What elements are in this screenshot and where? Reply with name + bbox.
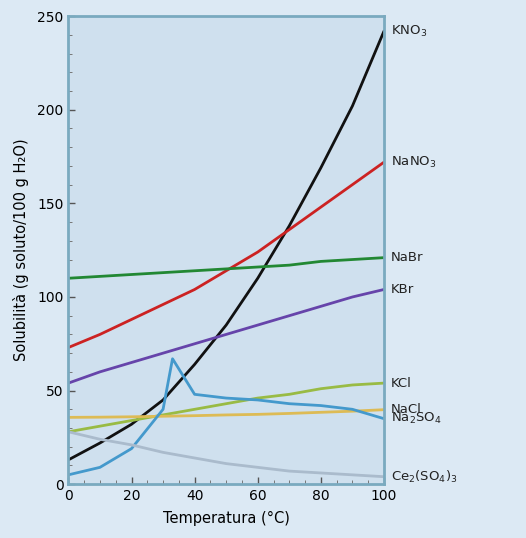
Text: Ce$_2$(SO$_4$)$_3$: Ce$_2$(SO$_4$)$_3$ [391, 469, 458, 485]
X-axis label: Temperatura (°C): Temperatura (°C) [163, 512, 290, 526]
Text: KBr: KBr [391, 283, 414, 296]
Text: NaCl: NaCl [391, 403, 422, 416]
Y-axis label: Solubilità (g soluto/100 g H₂O): Solubilità (g soluto/100 g H₂O) [13, 139, 29, 362]
Text: Na$_2$SO$_4$: Na$_2$SO$_4$ [391, 411, 442, 426]
Text: NaNO$_3$: NaNO$_3$ [391, 154, 437, 169]
Text: KCl: KCl [391, 377, 412, 390]
Text: KNO$_3$: KNO$_3$ [391, 24, 427, 39]
Text: NaBr: NaBr [391, 251, 423, 264]
